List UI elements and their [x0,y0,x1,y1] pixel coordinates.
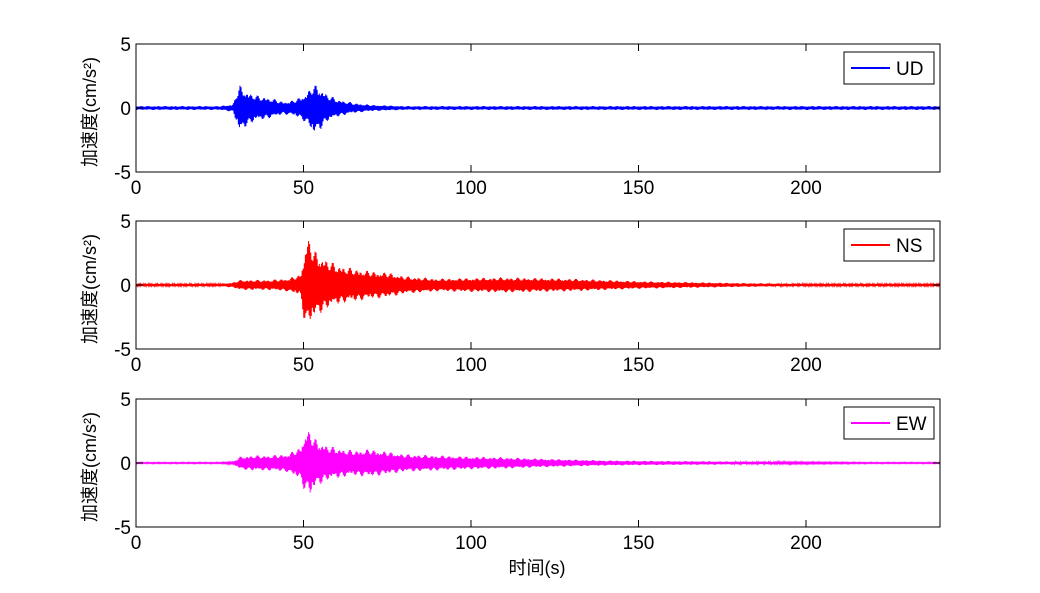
y-tick-label: -5 [114,518,131,539]
x-tick-label: 200 [790,533,822,554]
series-line-ud [136,85,940,131]
y-tick-label: -5 [114,163,131,184]
y-tick-label: 0 [120,276,131,297]
x-tick-label: 150 [623,533,655,554]
legend-label: NS [896,236,922,257]
y-tick-label: 5 [120,390,131,411]
x-tick-label: 150 [623,178,655,199]
x-tick-label: 50 [293,355,314,376]
x-tick-label: 150 [623,355,655,376]
series-line-ew [136,432,940,493]
y-tick-label: -5 [114,340,131,361]
x-tick-label: 0 [131,533,142,554]
legend: UD [843,51,935,85]
x-tick-label: 0 [131,178,142,199]
y-tick-label: 5 [120,35,131,56]
x-tick-label: 100 [455,533,487,554]
x-tick-label: 200 [790,355,822,376]
legend-label: UD [896,59,923,80]
x-tick-label: 100 [455,178,487,199]
x-tick-label: 100 [455,355,487,376]
y-axis-title: 加速度(cm/s²) [80,57,100,167]
legend: NS [843,228,935,262]
x-tick-label: 50 [293,533,314,554]
x-tick-label: 200 [790,178,822,199]
legend-label: EW [896,414,927,435]
series-line-ns [136,241,940,320]
y-axis-title: 加速度(cm/s²) [80,234,100,344]
x-axis-title: 时间(s) [509,558,566,578]
y-tick-label: 0 [120,99,131,120]
y-tick-label: 0 [120,454,131,475]
x-tick-label: 50 [293,178,314,199]
legend: EW [843,406,935,440]
x-tick-label: 0 [131,355,142,376]
y-tick-label: 5 [120,212,131,233]
y-axis-title: 加速度(cm/s²) [80,412,100,522]
